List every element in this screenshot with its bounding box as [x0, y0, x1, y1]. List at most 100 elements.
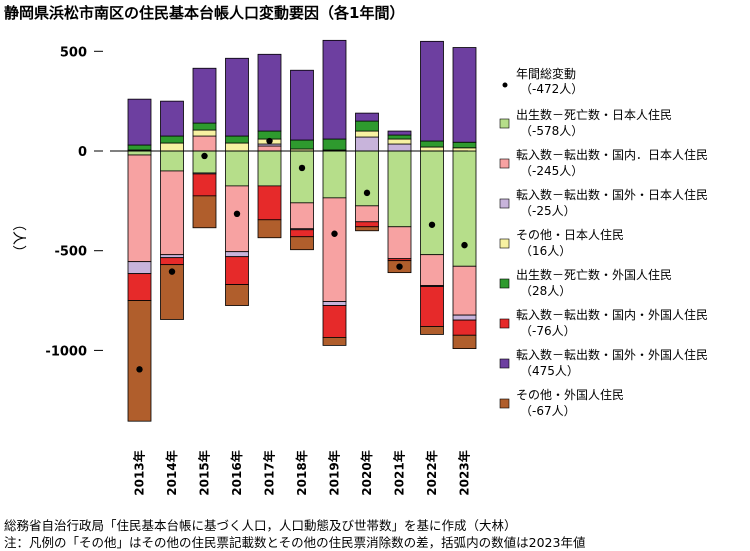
- bar-segment-6-11: [452, 319, 477, 336]
- bar-segment-1-5: [257, 150, 282, 187]
- x-tick-label-1: 2013年: [132, 450, 147, 495]
- total-marker-7: [331, 230, 338, 237]
- bar-segment-2-5: [257, 145, 282, 152]
- bar-segment-5-1: [127, 144, 152, 151]
- bar-segment-1-10: [420, 150, 444, 256]
- bar-segment-2-6: [290, 202, 314, 230]
- bar-segment-1-6: [290, 150, 314, 204]
- legend-swatch-1: [499, 118, 510, 129]
- bar-segment-6-4: [225, 256, 249, 285]
- total-marker-2: [168, 268, 176, 275]
- legend-label-8: その他・外国人住民: [516, 388, 624, 402]
- bar-segment-5-8: [355, 120, 379, 132]
- x-tick-label-3: 2015年: [197, 450, 212, 495]
- total-marker-10: [428, 221, 436, 228]
- bar-segment-6-8: [355, 221, 379, 228]
- bar-segment-6-1: [127, 273, 152, 301]
- bar-segment-3-9: [387, 143, 412, 152]
- y-tick-label-4: -1000: [45, 344, 87, 359]
- bar-segment-7-4: [225, 57, 249, 137]
- source-note: 総務省自治行政局「住民基本台帳に基づく人口，人口動態及び世帯数」を基に作成（大林…: [4, 518, 517, 533]
- legend-label-1: 出生数－死亡数・日本人住民: [516, 107, 672, 122]
- total-marker-3: [201, 152, 208, 160]
- legend-swatch-2: [499, 158, 510, 169]
- x-tick-label-9: 2021年: [392, 450, 407, 495]
- legend-total-label: 年間総変動: [516, 66, 576, 81]
- bar-segment-3-11: [452, 314, 477, 321]
- explanatory-note: 注：凡例の「その他」はその他の住民票記載数とその他の住民票消除数の差，括弧内の数…: [4, 535, 586, 550]
- legend-swatch-5: [499, 278, 510, 289]
- bar-segment-8-6: [290, 236, 314, 251]
- bars-layer: [127, 39, 477, 422]
- y-axis: 500 0 -500 -1000: [45, 45, 103, 359]
- total-marker-11: [461, 241, 468, 249]
- bar-segment-4-3: [192, 129, 217, 137]
- bar-segment-5-2: [160, 135, 184, 144]
- bar-segment-2-8: [355, 205, 379, 223]
- bar-segment-4-9: [387, 138, 412, 145]
- bar-segment-2-4: [225, 185, 249, 253]
- legend-value-7: （475人）: [520, 364, 579, 378]
- bar-segment-7-6: [290, 69, 314, 141]
- bar-segment-2-2: [160, 170, 184, 256]
- bar-segment-8-11: [452, 334, 477, 350]
- bar-segment-8-8: [355, 226, 379, 232]
- bar-segment-7-3: [192, 67, 217, 124]
- bar-segment-5-9: [387, 134, 412, 140]
- bar-segment-7-7: [322, 39, 347, 140]
- bar-segment-7-10: [420, 40, 444, 142]
- bar-segment-1-11: [452, 150, 477, 267]
- legend-label-2: 転入数－転出数・国内．日本人住民: [516, 147, 708, 162]
- bar-segment-8-1: [127, 300, 152, 422]
- bar-segment-6-2: [160, 257, 184, 266]
- total-markers: [136, 137, 468, 373]
- legend-total-marker: [502, 82, 508, 88]
- bar-segment-1-9: [387, 150, 412, 228]
- x-axis-labels: 2013年 2014年 2015年 2016年 2017年 2018年 2019年 2020年…: [132, 450, 472, 495]
- legend-swatch-6: [499, 318, 510, 329]
- x-tick-label-2: 2014年: [164, 450, 179, 495]
- bar-segment-4-2: [160, 142, 184, 152]
- bar-segment-5-6: [290, 139, 314, 150]
- total-marker-5: [266, 137, 273, 145]
- bar-segment-5-4: [225, 135, 249, 144]
- legend-swatch-4: [499, 238, 510, 249]
- bar-segment-4-4: [225, 142, 249, 152]
- bar-segment-3-2: [160, 254, 184, 259]
- bar-segment-7-11: [452, 47, 477, 143]
- bar-segment-6-10: [420, 286, 444, 327]
- bar-segment-2-10: [420, 254, 444, 286]
- legend-label-5: 出生数－死亡数・外国人住民: [516, 267, 672, 282]
- y-tick-label-1: 500: [60, 45, 87, 60]
- bar-segment-1-8: [355, 150, 379, 207]
- bar-segment-3-4: [225, 251, 249, 258]
- bar-segment-2-7: [322, 197, 347, 302]
- bar-segment-8-5: [257, 219, 282, 239]
- legend-value-6: （-76人）: [520, 324, 576, 338]
- legend-value-1: （-578人）: [520, 124, 583, 138]
- bar-segment-2-11: [452, 265, 477, 316]
- total-marker-9: [396, 263, 403, 270]
- bar-segment-2-3: [192, 135, 217, 152]
- bar-segment-6-7: [322, 305, 347, 338]
- bar-segment-8-4: [225, 284, 249, 306]
- x-tick-label-5: 2017年: [262, 450, 277, 495]
- bar-segment-8-3: [192, 195, 217, 229]
- legend-swatch-3: [499, 198, 510, 209]
- bar-segment-7-9: [387, 130, 412, 136]
- legend-value-4: （16人）: [520, 244, 571, 258]
- legend-value-3: （-25人）: [520, 204, 576, 218]
- bar-segment-5-3: [192, 122, 217, 131]
- bar-segment-7-2: [160, 100, 184, 137]
- bar-segment-8-2: [160, 264, 184, 320]
- bar-segment-6-6: [290, 229, 314, 238]
- x-tick-label-11: 2023年: [457, 450, 472, 495]
- legend-swatch-7: [499, 358, 510, 369]
- bar-segment-6-5: [257, 185, 282, 221]
- x-tick-label-8: 2020年: [359, 450, 374, 495]
- y-tick-label-2: 0: [78, 145, 87, 160]
- bar-segment-8-10: [420, 326, 444, 335]
- chart-title: 静岡県浜松市南区の住民基本台帳人口変動要因（各1年間）: [4, 4, 405, 22]
- bar-segment-7-8: [355, 112, 379, 122]
- legend-label-6: 転入数－転出数・国内・外国人住民: [516, 307, 708, 322]
